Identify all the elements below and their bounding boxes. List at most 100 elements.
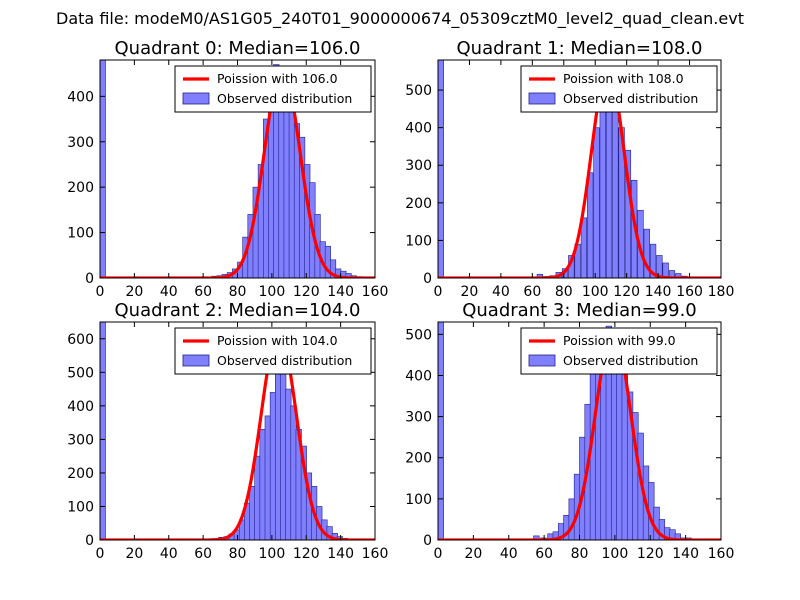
x-tick-label: 0 (434, 284, 443, 300)
y-tick-label: 500 (67, 365, 94, 381)
legend: Poission with 104.0 Observed distribution (174, 327, 372, 375)
legend-bar-swatch (182, 354, 210, 367)
y-tick-label: 200 (67, 180, 94, 196)
x-tick-label: 120 (637, 546, 664, 562)
poisson-curve (100, 330, 375, 540)
histogram-bar (268, 105, 275, 278)
x-tick-label: 0 (96, 284, 105, 300)
histogram-bar (438, 322, 444, 540)
x-tick-label: 40 (160, 284, 178, 300)
y-tick-label: 300 (67, 432, 94, 448)
x-tick-label: 40 (492, 284, 510, 300)
histogram-bar (288, 96, 295, 278)
x-tick-label: 160 (362, 284, 389, 300)
axes-frame (437, 59, 722, 279)
histogram-bar (653, 506, 660, 540)
x-tick-label: 100 (582, 284, 609, 300)
y-tick-label: 0 (85, 271, 94, 287)
y-tick-label: 500 (405, 83, 432, 99)
poisson-curve (100, 66, 375, 278)
y-tick-label: 500 (405, 327, 432, 343)
y-tick-label: 400 (67, 89, 94, 105)
histogram-bar (580, 217, 588, 278)
histogram-bar (599, 89, 606, 278)
x-tick-label: 60 (194, 284, 212, 300)
histogram-bar (674, 533, 681, 540)
x-tick-label: 20 (464, 546, 482, 562)
x-tick-label: 140 (327, 546, 354, 562)
plot-marks (100, 60, 375, 278)
x-tick-label: 160 (676, 284, 703, 300)
y-tick-label: 300 (67, 135, 94, 151)
histogram-panel-0: 0 20 40 60 80 100 120 140 160 0 100 200 300 400 Quadra… (67, 38, 388, 300)
legend-label-observed: Observed distribution (217, 353, 352, 368)
x-tick-label: 180 (708, 284, 735, 300)
y-tick-label: 0 (423, 533, 432, 549)
x-tick-label: 140 (672, 546, 699, 562)
x-tick-label: 80 (555, 284, 573, 300)
x-tick-label: 0 (434, 546, 443, 562)
histogram-bar (593, 127, 600, 278)
y-tick-label: 0 (85, 533, 94, 549)
x-tick-label: 20 (125, 546, 143, 562)
poisson-curve (438, 328, 721, 540)
x-tick-label: 140 (645, 284, 672, 300)
x-tick-label: 100 (259, 546, 286, 562)
x-tick-label: 60 (523, 284, 541, 300)
histogram-bar (589, 371, 597, 540)
x-tick-label: 40 (500, 546, 518, 562)
legend-label-poisson: Poission with 106.0 (217, 71, 338, 86)
x-tick-label: 40 (160, 546, 178, 562)
x-tick-label: 120 (613, 284, 640, 300)
x-tick-label: 80 (229, 546, 247, 562)
histogram-panel-2: 0 20 40 60 80 100 120 140 160 0 100 200 300 400 500 600… (67, 300, 388, 562)
y-tick-label: 100 (405, 233, 432, 249)
x-tick-label: 0 (96, 546, 105, 562)
x-tick-label: 80 (571, 546, 589, 562)
x-tick-label: 80 (229, 284, 247, 300)
y-tick-label: 300 (405, 410, 432, 426)
legend: Poission with 99.0 Observed distribution (520, 327, 718, 375)
histogram-bar (290, 405, 297, 540)
y-tick-label: 100 (67, 499, 94, 515)
histogram-bar (285, 388, 292, 540)
histogram-bar (587, 172, 594, 278)
histogram-bar (438, 60, 444, 278)
histogram-bar (254, 455, 261, 540)
y-tick-label: 200 (405, 196, 432, 212)
histogram-bar (612, 104, 619, 278)
histogram-bar (624, 149, 632, 278)
legend-label-observed: Observed distribution (217, 91, 352, 106)
legend: Poission with 106.0 Observed distribution (174, 65, 372, 113)
histogram-bar (536, 273, 544, 278)
panel-title: Quadrant 1: Median=108.0 (457, 38, 703, 59)
legend-label-poisson: Poission with 108.0 (563, 71, 684, 86)
legend-label-poisson: Poission with 104.0 (217, 333, 338, 348)
panel-title: Quadrant 2: Median=104.0 (115, 300, 361, 321)
histogram-bar (264, 415, 271, 540)
x-tick-label: 160 (362, 546, 389, 562)
legend-label-observed: Observed distribution (563, 91, 698, 106)
y-tick-label: 0 (423, 271, 432, 287)
y-tick-label: 200 (405, 451, 432, 467)
figure-suptitle: Data file: modeM0/AS1G05_240T01_90000006… (56, 9, 744, 29)
histogram-bar (280, 358, 287, 540)
legend-bar-swatch (528, 354, 556, 367)
x-tick-label: 20 (125, 284, 143, 300)
x-tick-label: 20 (461, 284, 479, 300)
x-tick-label: 120 (293, 546, 320, 562)
plot-marks (438, 322, 721, 540)
histogram-panel-1: 0 20 40 60 80 100 120 140 160 1800100200300400500… (405, 38, 734, 300)
histogram-panel-3: 0 20 40 60 80 100 120 140 160 0 100 200 300 400 500 Qua… (405, 300, 734, 562)
x-tick-label: 120 (293, 284, 320, 300)
panel-title: Quadrant 3: Median=99.0 (462, 300, 697, 321)
x-tick-label: 100 (602, 546, 629, 562)
histogram-bar (259, 429, 266, 540)
x-tick-label: 60 (194, 546, 212, 562)
legend-bar-swatch (182, 92, 210, 105)
histogram-bar (662, 262, 669, 278)
x-tick-label: 140 (327, 284, 354, 300)
histogram-bar (269, 392, 276, 540)
y-tick-label: 100 (67, 226, 94, 242)
